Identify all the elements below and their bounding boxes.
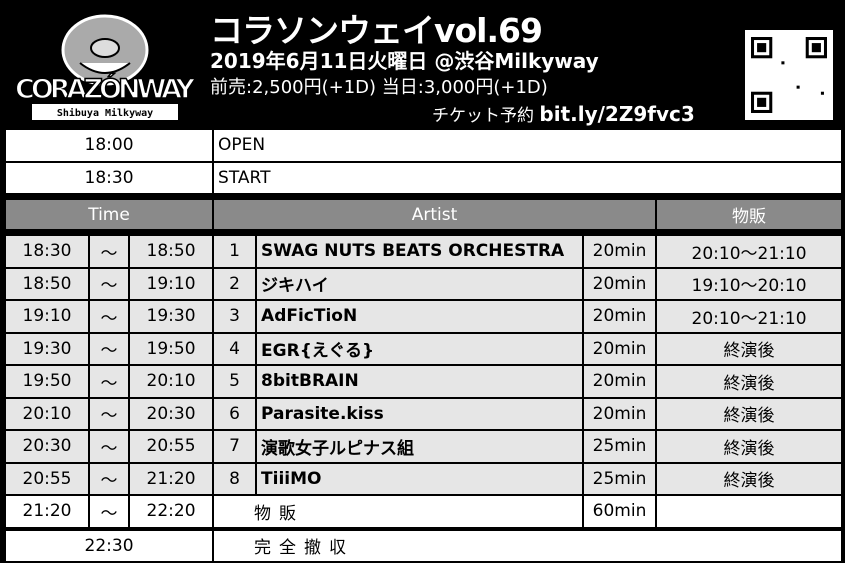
act-start: 18:50 — [4, 266, 90, 301]
merch-duration: 60min — [582, 494, 658, 529]
act-artist: AdFicTioN — [255, 299, 585, 334]
act-end: 18:50 — [127, 234, 215, 269]
merch-end: 22:20 — [127, 494, 215, 529]
table-row: 19:50 〜 20:10 5 8bitBRAIN 20min 終演後 — [4, 364, 844, 399]
start-row: 18:30 START — [3, 160, 844, 195]
act-sep: 〜 — [88, 461, 130, 496]
col-artist: Artist — [212, 198, 658, 231]
act-duration: 20min — [582, 364, 658, 399]
table-row: 20:30 〜 20:55 7 演歌女子ルピナス組 25min 終演後 — [4, 429, 844, 464]
close-row: 22:30 完全撤収 — [3, 528, 844, 563]
act-sep: 〜 — [88, 299, 130, 334]
act-number: 5 — [212, 364, 258, 399]
act-artist: 演歌女子ルピナス組 — [255, 429, 585, 464]
open-time: 18:00 — [3, 128, 215, 163]
svg-text:Shibuya Milkyway: Shibuya Milkyway — [57, 107, 153, 119]
act-artist: Parasite.kiss — [255, 396, 585, 431]
open-label: OPEN — [212, 128, 844, 163]
act-merch-time: 終演後 — [655, 331, 844, 366]
qr-code[interactable] — [745, 30, 833, 120]
table-header: Time Artist 物販 — [3, 198, 844, 231]
act-number: 1 — [212, 234, 258, 269]
act-number: 7 — [212, 429, 258, 464]
table-row: 20:55 〜 21:20 8 TiiiMO 25min 終演後 — [4, 461, 844, 496]
act-artist: TiiiMO — [255, 461, 585, 496]
event-title: コラソンウェイvol.69 — [210, 11, 543, 50]
act-duration: 20min — [582, 396, 658, 431]
act-end: 20:10 — [127, 364, 215, 399]
timetable: 18:00 OPEN 18:30 START Time Artist 物販 18:30 〜… — [3, 128, 844, 563]
act-merch-time: 終演後 — [655, 429, 844, 464]
act-sep: 〜 — [88, 331, 130, 366]
table-row: 20:10 〜 20:30 6 Parasite.kiss 20min 終演後 — [4, 396, 844, 431]
act-number: 3 — [212, 299, 258, 334]
event-date-venue: 2019年6月11日火曜日 @渋谷Milkyway — [210, 49, 599, 73]
open-row: 18:00 OPEN — [3, 128, 844, 163]
act-merch-time: 終演後 — [655, 396, 844, 431]
act-artist: SWAG NUTS BEATS ORCHESTRA — [255, 234, 585, 269]
table-row: 18:30 〜 18:50 1 SWAG NUTS BEATS ORCHESTRA 20m… — [4, 234, 844, 269]
merch-sep: 〜 — [88, 494, 130, 529]
act-end: 20:55 — [127, 429, 215, 464]
merch-empty — [655, 494, 844, 529]
ticket-label: チケット予約 — [432, 106, 534, 126]
act-start: 20:10 — [4, 396, 90, 431]
act-sep: 〜 — [88, 429, 130, 464]
col-merch: 物販 — [655, 198, 844, 231]
close-label: 完全撤収 — [212, 528, 844, 563]
act-start: 19:10 — [4, 299, 90, 334]
act-end: 19:30 — [127, 299, 215, 334]
merch-row: 21:20 〜 22:20 物販 60min — [4, 494, 844, 529]
ticket-price: 前売:2,500円(+1D) 当日:3,000円(+1D) — [210, 77, 548, 98]
svg-text:CORAZÓNWAY: CORAZÓNWAY — [15, 73, 195, 105]
ticket-reservation: チケット予約 bit.ly/2Z9fvc3 — [432, 101, 695, 126]
act-artist: EGR{えぐる} — [255, 331, 585, 366]
act-artist: ジキハイ — [255, 266, 585, 301]
act-merch-time: 終演後 — [655, 461, 844, 496]
act-duration: 25min — [582, 429, 658, 464]
corazonway-logo: CORAZÓNWAY Shibuya Milkyway — [14, 14, 196, 120]
act-duration: 20min — [582, 299, 658, 334]
act-start: 18:30 — [4, 234, 90, 269]
act-artist: 8bitBRAIN — [255, 364, 585, 399]
start-label: START — [212, 160, 844, 195]
act-duration: 25min — [582, 461, 658, 496]
act-start: 20:55 — [4, 461, 90, 496]
act-start: 20:30 — [4, 429, 90, 464]
merch-label: 物販 — [212, 494, 585, 529]
act-sep: 〜 — [88, 234, 130, 269]
act-start: 19:50 — [4, 364, 90, 399]
act-number: 6 — [212, 396, 258, 431]
start-time: 18:30 — [3, 160, 215, 195]
act-end: 20:30 — [127, 396, 215, 431]
act-number: 8 — [212, 461, 258, 496]
act-end: 21:20 — [127, 461, 215, 496]
table-row: 19:30 〜 19:50 4 EGR{えぐる} 20min 終演後 — [4, 331, 844, 366]
act-merch-time: 20:10〜21:10 — [655, 299, 844, 334]
table-row: 19:10 〜 19:30 3 AdFicTioN 20min 20:10〜21:10 — [4, 299, 844, 334]
table-row: 18:50 〜 19:10 2 ジキハイ 20min 19:10〜20:10 — [4, 266, 844, 301]
act-sep: 〜 — [88, 396, 130, 431]
act-number: 4 — [212, 331, 258, 366]
act-duration: 20min — [582, 331, 658, 366]
col-time: Time — [3, 198, 215, 231]
act-number: 2 — [212, 266, 258, 301]
act-start: 19:30 — [4, 331, 90, 366]
act-sep: 〜 — [88, 266, 130, 301]
act-duration: 20min — [582, 234, 658, 269]
act-end: 19:10 — [127, 266, 215, 301]
act-end: 19:50 — [127, 331, 215, 366]
act-merch-time: 終演後 — [655, 364, 844, 399]
close-time: 22:30 — [3, 528, 215, 563]
act-merch-time: 20:10〜21:10 — [655, 234, 844, 269]
merch-start: 21:20 — [4, 494, 90, 529]
act-merch-time: 19:10〜20:10 — [655, 266, 844, 301]
header: CORAZÓNWAY Shibuya Milkyway コラソンウェイvol.6… — [0, 0, 845, 128]
act-sep: 〜 — [88, 364, 130, 399]
act-duration: 20min — [582, 266, 658, 301]
ticket-url-link[interactable]: bit.ly/2Z9fvc3 — [539, 102, 695, 126]
